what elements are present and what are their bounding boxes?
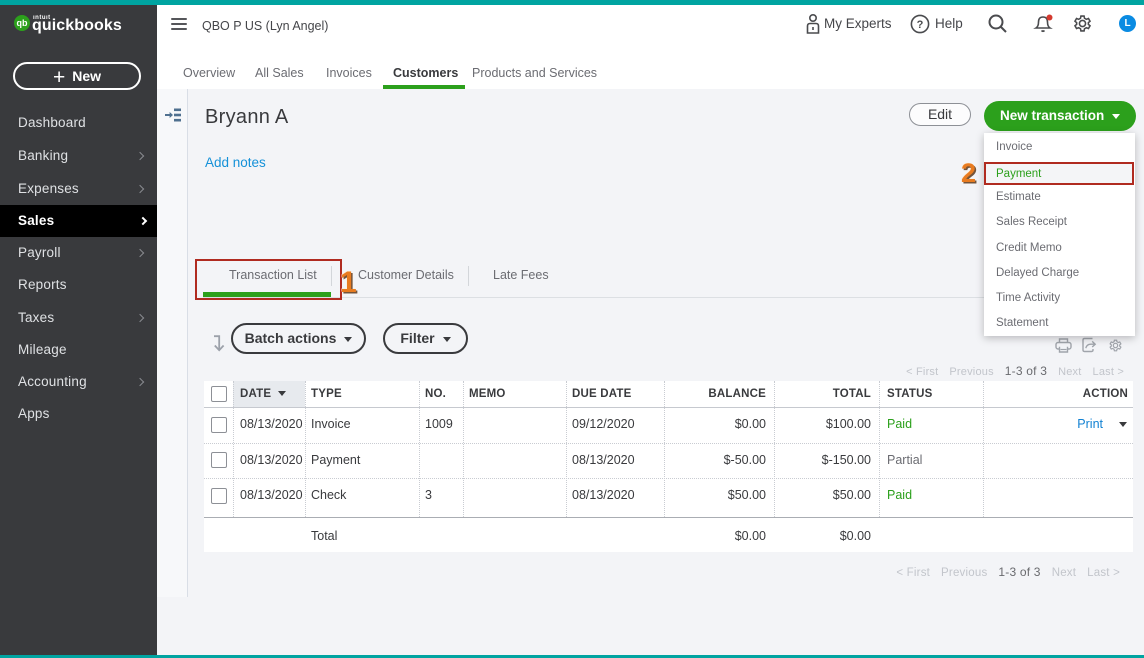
svg-text:?: ?	[917, 19, 924, 31]
